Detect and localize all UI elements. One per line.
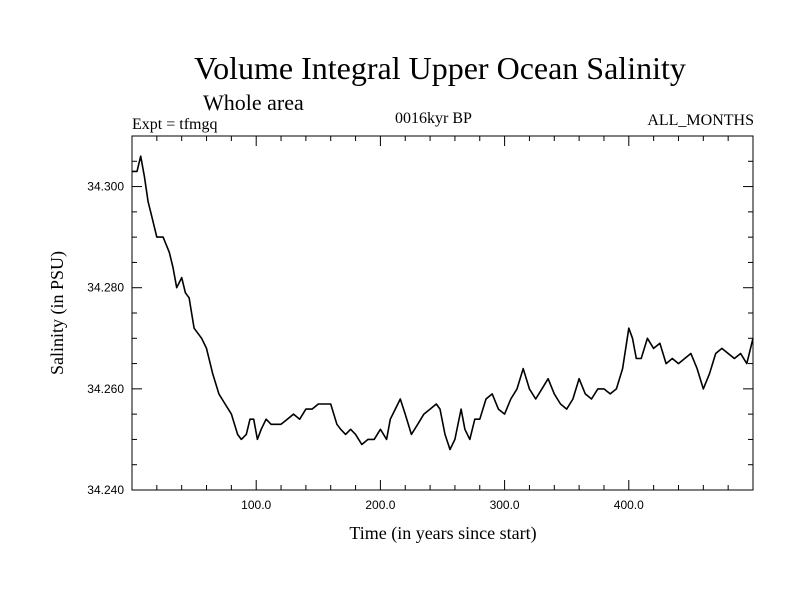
y-tick-label: 34.300 bbox=[87, 180, 124, 194]
y-tick-label: 34.280 bbox=[87, 281, 124, 295]
plot-frame bbox=[131, 135, 754, 491]
months-label: ALL_MONTHS bbox=[647, 112, 754, 129]
y-axis-title: Salinity (in PSU) bbox=[47, 251, 68, 375]
period-label: 0016kyr BP bbox=[395, 110, 472, 127]
y-tick-label: 34.240 bbox=[87, 483, 124, 497]
axis-ticks bbox=[132, 136, 753, 490]
tick-labels: 100.0 200.0 300.0 400.0 34.240 34.260 34.280 34… bbox=[87, 180, 644, 512]
experiment-label: Expt = tfmgq bbox=[132, 116, 218, 133]
x-axis-title: Time (in years since start) bbox=[349, 523, 536, 544]
x-tick-label: 300.0 bbox=[490, 498, 520, 512]
chart-title: Volume Integral Upper Ocean Salinity bbox=[194, 50, 686, 86]
x-tick-label: 400.0 bbox=[614, 498, 644, 512]
salinity-series-line bbox=[132, 155, 754, 451]
y-tick-label: 34.260 bbox=[87, 382, 124, 396]
x-tick-label: 100.0 bbox=[241, 498, 271, 512]
chart-subtitle: Whole area bbox=[203, 90, 304, 115]
x-tick-label: 200.0 bbox=[365, 498, 395, 512]
